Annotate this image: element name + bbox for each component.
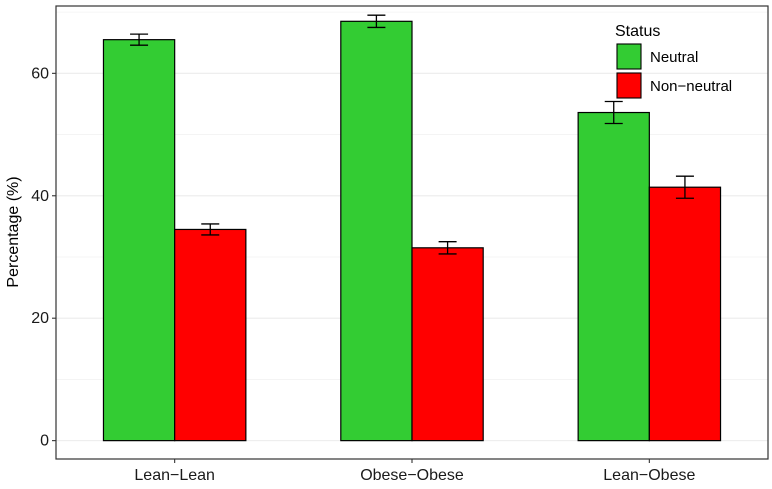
x-axis: Lean−Lean Obese−Obese Lean−Obese <box>134 459 695 484</box>
legend-label-1: Non−neutral <box>650 78 732 95</box>
x-tick-label: Obese−Obese <box>360 467 464 484</box>
bar-0-1 <box>340 20 413 442</box>
bar-0-2 <box>577 111 650 442</box>
bar-1-1 <box>411 247 484 442</box>
x-tick-label: Lean−Obese <box>603 467 695 484</box>
bar-1-2 <box>648 186 722 442</box>
legend-key-0 <box>616 43 642 70</box>
y-tick-label: 0 <box>40 433 49 450</box>
bar-0-0 <box>102 39 176 442</box>
y-tick-label: 40 <box>31 188 49 205</box>
legend-label-0: Neutral <box>650 49 698 66</box>
error-bars <box>130 14 694 255</box>
legend-title: Status <box>615 23 660 40</box>
legend: Status Neutral Non−neutral <box>615 23 732 99</box>
x-tick-label: Lean−Lean <box>134 467 215 484</box>
y-axis: 0 20 40 60 <box>31 65 56 450</box>
bar-1-0 <box>174 228 247 442</box>
bars <box>102 20 722 442</box>
y-tick-label: 20 <box>31 310 49 327</box>
y-axis-title: Percentage (%) <box>5 176 22 287</box>
y-tick-label: 60 <box>31 65 49 82</box>
legend-key-1 <box>616 72 642 99</box>
